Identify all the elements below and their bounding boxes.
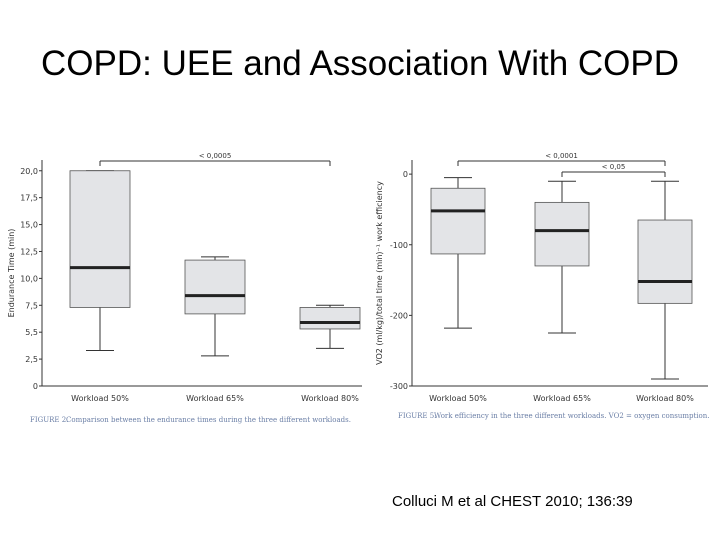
fig2-box	[184, 259, 246, 315]
fig5-box	[534, 201, 590, 267]
slide-title: COPD: UEE and Association With COPD	[41, 44, 679, 83]
fig2-y-tick-label: 10,0	[20, 274, 38, 283]
fig2-caption: Comparison between the endurance times d…	[66, 416, 351, 424]
fig2-y-tick-label: 5,5	[25, 328, 38, 337]
fig2-y-axis-label: Endurance Time (min)	[7, 229, 16, 318]
fig2-x-tick-label: Workload 50%	[71, 394, 129, 403]
fig5-caption: Work efficiency in the three different w…	[434, 412, 709, 420]
citation: Colluci M et al CHEST 2010; 136:39	[392, 493, 633, 510]
fig2-box	[69, 170, 131, 308]
fig2-y-tick-label: 7,5	[25, 301, 38, 310]
fig2-x-tick-label: Workload 65%	[186, 394, 244, 403]
fig2-y-tick-label: 17,5	[20, 194, 38, 203]
fig5-x-tick-label: Workload 80%	[636, 394, 694, 403]
fig5-x-tick-label: Workload 65%	[533, 394, 591, 403]
fig2-y-tick-label: 12,5	[20, 247, 38, 256]
fig2-x-tick-label: Workload 80%	[301, 394, 359, 403]
fig5-significance-label: < 0,05	[602, 163, 626, 171]
fig5-box	[637, 219, 693, 304]
fig5-box	[430, 187, 486, 255]
fig5-y-tick-label: -200	[390, 311, 408, 320]
fig5-y-axis-label: VO2 (ml/kg)/total time (min)⁻¹ work effi…	[375, 181, 384, 365]
fig2-box	[299, 307, 361, 330]
fig2-y-tick-label: 0	[33, 382, 38, 391]
fig5-caption-label: FIGURE 5.	[398, 412, 436, 420]
fig2-caption-label: FIGURE 2.	[30, 416, 68, 424]
fig5-y-tick-label: -100	[390, 241, 408, 250]
fig5-y-tick-label: 0	[403, 170, 408, 179]
fig5-x-tick-label: Workload 50%	[429, 394, 487, 403]
fig5-significance-label: < 0,0001	[545, 152, 578, 160]
fig2-y-tick-label: 2,5	[25, 355, 38, 364]
fig2-y-tick-label: 15,0	[20, 221, 38, 230]
fig2-y-tick-label: 20,0	[20, 167, 38, 176]
fig2-significance-label: < 0,0005	[199, 152, 232, 160]
fig5-y-tick-label: -300	[390, 382, 408, 391]
